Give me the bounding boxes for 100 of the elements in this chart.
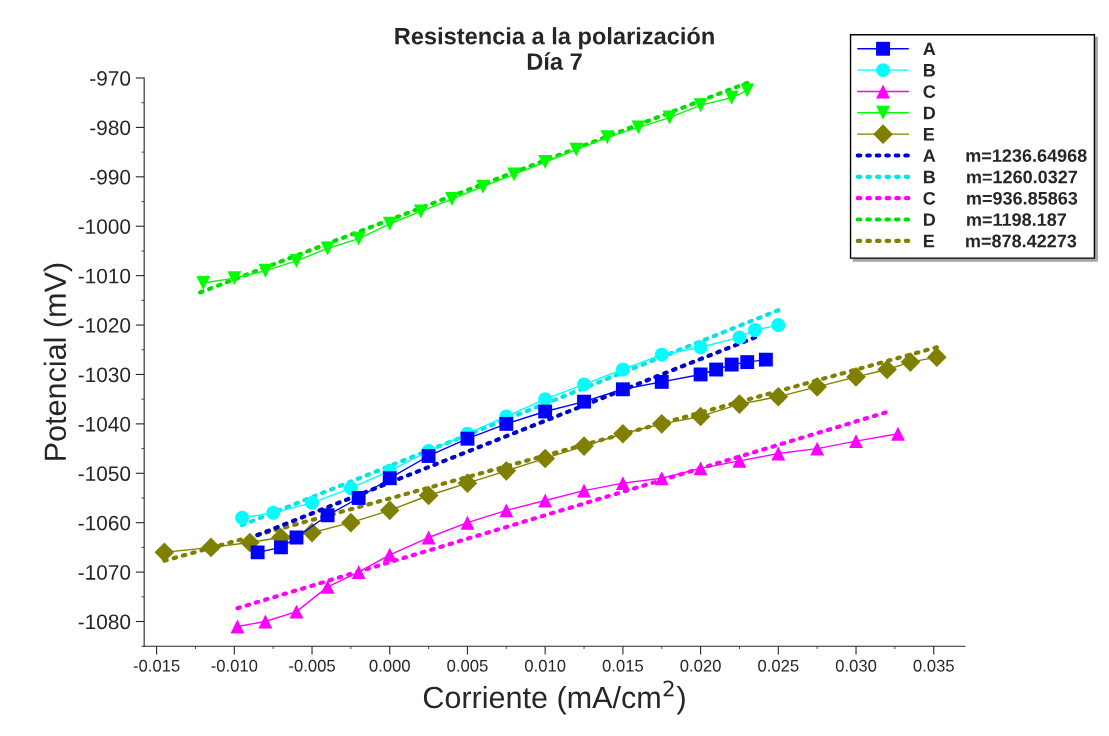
point xyxy=(302,522,322,543)
point xyxy=(538,392,553,407)
x-tick-label: 0.020 xyxy=(680,659,721,672)
legend-label: E m=878.42273 xyxy=(923,234,1077,248)
point xyxy=(535,448,555,469)
point xyxy=(230,619,245,634)
point xyxy=(577,483,591,498)
point xyxy=(724,90,739,105)
point xyxy=(654,347,669,362)
point xyxy=(457,473,478,493)
point xyxy=(538,155,553,169)
point xyxy=(748,323,762,337)
point xyxy=(651,414,672,434)
x-tick-label: 0.005 xyxy=(447,659,488,672)
point xyxy=(266,505,281,520)
x-tick-label: 0.000 xyxy=(369,659,410,672)
y-tick-label: -1030 xyxy=(78,367,131,383)
point xyxy=(421,530,436,545)
y-tick-label: -1040 xyxy=(78,416,131,432)
point xyxy=(305,495,319,510)
point xyxy=(196,276,211,290)
point xyxy=(351,491,366,505)
point xyxy=(690,406,711,427)
point xyxy=(274,540,288,555)
point xyxy=(227,271,242,286)
x-tick-label: 0.035 xyxy=(913,659,954,672)
x-tick-label: 0.025 xyxy=(758,659,799,672)
point xyxy=(771,446,786,461)
x-tick-label: 0.015 xyxy=(602,659,644,672)
point xyxy=(444,192,459,207)
legend-label: E xyxy=(923,128,935,141)
legend-label: B xyxy=(923,64,935,77)
legend-label: C m=936.85863 xyxy=(923,191,1078,205)
point xyxy=(421,449,436,463)
point xyxy=(709,362,724,377)
point xyxy=(577,377,591,392)
point xyxy=(351,231,366,246)
point xyxy=(476,179,490,194)
point xyxy=(877,359,897,380)
point xyxy=(577,394,591,409)
x-tick-label: 0.030 xyxy=(835,659,877,672)
point xyxy=(600,130,615,145)
point xyxy=(496,460,517,481)
point xyxy=(240,532,260,553)
point xyxy=(654,374,669,389)
legend-label: B m=1260.0327 xyxy=(923,170,1078,184)
x-tick-label: -0.010 xyxy=(211,659,258,672)
x-tick-label: 0.010 xyxy=(524,659,566,672)
point xyxy=(807,377,827,397)
y-axis-title: Potencial (mV) xyxy=(43,263,73,460)
y-tick-label: -1050 xyxy=(78,466,131,482)
chart-title: Resistencia a la polarización Día 7 xyxy=(395,26,714,70)
point xyxy=(341,512,361,533)
point xyxy=(693,367,708,382)
y-tick-label: -1070 xyxy=(78,565,131,580)
point xyxy=(732,453,747,468)
x-tick-label: -0.015 xyxy=(133,659,180,672)
point xyxy=(320,579,335,594)
point xyxy=(235,510,250,525)
point xyxy=(379,500,400,521)
point xyxy=(250,545,265,560)
point xyxy=(154,542,175,563)
point xyxy=(849,434,863,449)
point xyxy=(569,142,584,157)
point xyxy=(768,386,789,407)
legend-label: A m=1236.64968 xyxy=(923,149,1087,163)
y-tick-label: -1020 xyxy=(78,318,131,333)
point xyxy=(258,263,273,278)
point xyxy=(343,481,358,496)
point xyxy=(460,431,475,446)
point xyxy=(613,423,633,444)
y-tick-label: -970 xyxy=(90,71,131,86)
point xyxy=(538,404,553,419)
point xyxy=(320,508,335,523)
legend-label: D m=1198.187 xyxy=(923,213,1067,227)
point xyxy=(900,352,921,372)
point xyxy=(507,167,522,182)
point xyxy=(927,347,947,367)
y-tick-label: -980 xyxy=(90,120,131,136)
point xyxy=(615,362,630,377)
point xyxy=(654,471,669,486)
point xyxy=(382,216,397,231)
point xyxy=(418,485,439,506)
x-tick-label: -0.005 xyxy=(289,659,335,672)
y-tick-label: -1080 xyxy=(78,614,131,630)
point xyxy=(693,461,708,476)
point xyxy=(382,547,397,562)
point xyxy=(258,614,273,629)
point xyxy=(740,355,755,370)
point xyxy=(729,394,750,414)
point xyxy=(499,503,514,518)
point xyxy=(201,537,221,558)
point xyxy=(289,604,304,619)
point xyxy=(574,436,594,456)
point xyxy=(289,253,304,268)
point xyxy=(732,330,747,345)
point xyxy=(320,241,335,256)
point xyxy=(891,426,905,441)
point xyxy=(662,110,677,125)
point xyxy=(351,565,366,580)
